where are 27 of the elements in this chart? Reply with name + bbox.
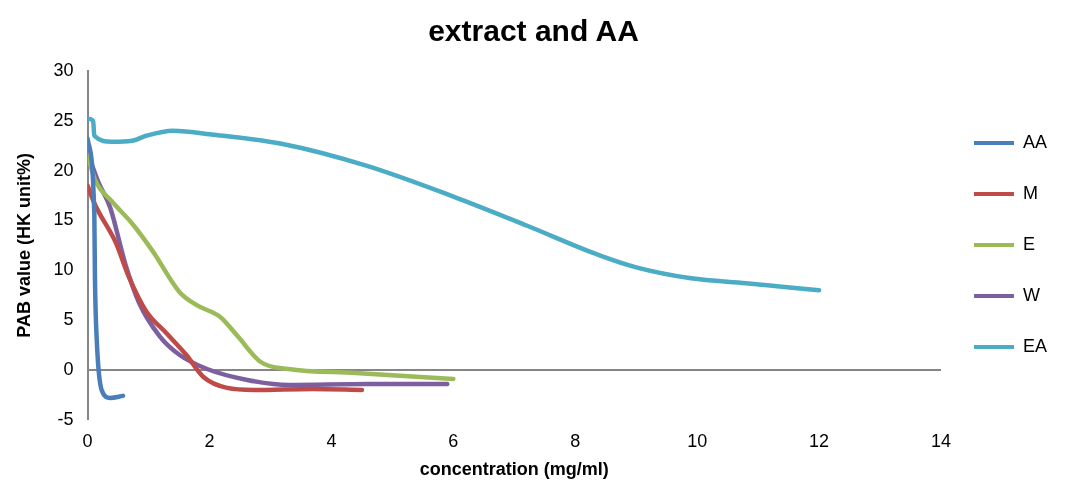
y-axis-title: PAB value (HK unit%) — [13, 153, 34, 338]
x-axis-title: concentration (mg/ml) — [419, 459, 609, 480]
x-tick-label: 14 — [930, 430, 951, 451]
chart-title: extract and AA — [428, 14, 639, 48]
y-tick-label: 10 — [53, 259, 74, 280]
x-tick-label: 0 — [82, 430, 93, 451]
y-tick-label: -5 — [57, 408, 74, 429]
legend-label: AA — [1022, 131, 1047, 152]
line-series — [87, 183, 365, 393]
y-tick-label: 5 — [63, 309, 74, 330]
y-tick-label: 30 — [53, 59, 74, 80]
x-tick-label: 12 — [809, 430, 830, 451]
legend-label: M — [1022, 182, 1038, 203]
x-tick-label: 4 — [326, 430, 337, 451]
x-tick-label: 8 — [570, 430, 581, 451]
y-tick-label: 15 — [53, 209, 74, 230]
x-tick-label: 6 — [448, 430, 459, 451]
legend-label: E — [1022, 233, 1035, 254]
x-tick-label: 2 — [204, 430, 215, 451]
line-series — [87, 116, 822, 293]
x-tick-label: 10 — [687, 430, 708, 451]
y-tick-label: 25 — [53, 109, 74, 130]
y-tick-label: 20 — [53, 159, 74, 180]
line-series — [87, 136, 126, 401]
y-tick-label: 0 — [63, 358, 74, 379]
legend-label: W — [1022, 284, 1040, 305]
legend-label: EA — [1022, 335, 1047, 356]
